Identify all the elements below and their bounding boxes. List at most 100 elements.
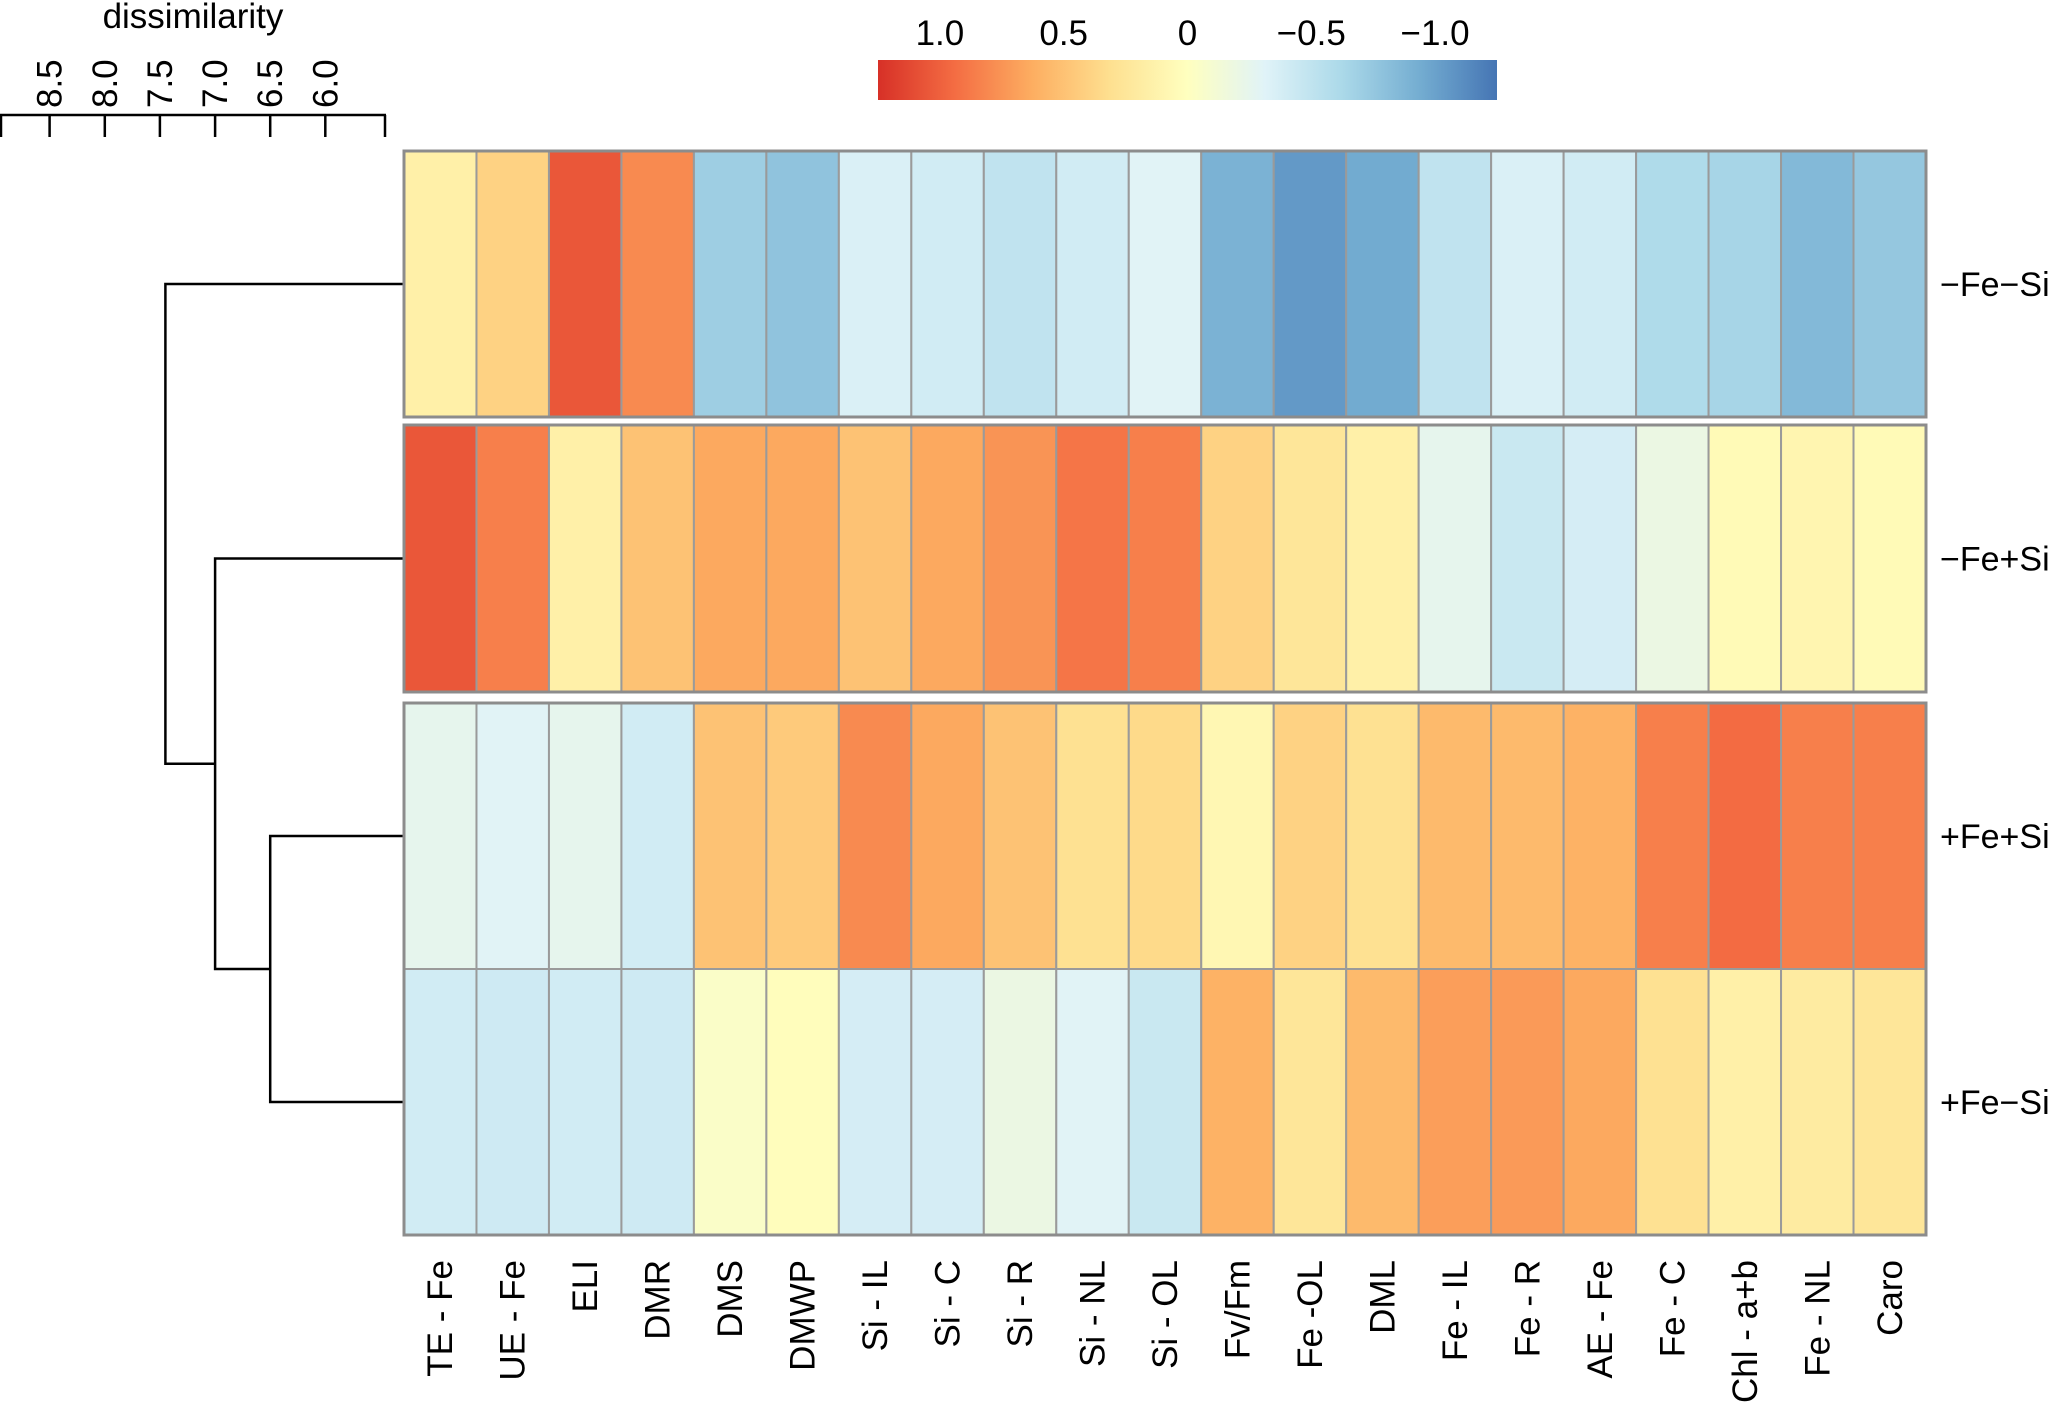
heatmap-cell <box>1562 702 1638 970</box>
heatmap-cell <box>403 150 478 418</box>
heatmap-cell <box>475 968 550 1236</box>
heatmap-cell <box>1272 150 1348 418</box>
heatmap-cell <box>1635 424 1710 693</box>
heatmap-cell <box>837 968 913 1236</box>
colorbar-tick-label: 0.5 <box>1039 14 1088 53</box>
heatmap-cell <box>1055 702 1130 970</box>
heatmap-cell <box>837 702 913 970</box>
row-label: −Fe+Si <box>1940 541 2050 579</box>
column-label: Chl - a+b <box>1726 1260 1765 1403</box>
heatmap-cell <box>1707 150 1783 418</box>
heatmap-cell <box>1490 424 1565 693</box>
column-label: Si - NL <box>1074 1260 1113 1367</box>
heatmap-cell <box>1780 150 1855 418</box>
heatmap-cell <box>910 968 985 1236</box>
colorbar-gradient <box>878 60 1497 100</box>
heatmap-cell <box>1345 702 1420 970</box>
column-label: Fe - C <box>1653 1260 1692 1357</box>
heatmap-cell <box>1345 424 1420 693</box>
heatmap-cell <box>1562 424 1638 693</box>
heatmap-cell <box>1707 424 1783 693</box>
column-label: Fe - R <box>1508 1260 1547 1357</box>
column-label: UE - Fe <box>494 1260 533 1381</box>
heatmap-cell <box>1417 424 1493 693</box>
heatmap-cell <box>1127 968 1203 1236</box>
heatmap-cell <box>1417 702 1493 970</box>
heatmap-cell <box>475 150 550 418</box>
dendrogram-axis: dissimilarity 8.5 8.0 7.5 7.0 6.5 6.0 <box>0 0 387 137</box>
heatmap-cell <box>692 424 768 693</box>
heatmap-cell <box>1272 968 1348 1236</box>
dendrogram-tick-label: 7.5 <box>141 59 180 108</box>
heatmap-blocks <box>402 149 1928 1237</box>
heatmap-cell <box>403 702 478 970</box>
colorbar-tick-label: −1.0 <box>1401 14 1470 53</box>
column-label: TE - Fe <box>421 1260 460 1377</box>
column-labels: TE - Fe UE - Fe ELI DMR DMS DMWP Si - IL Si - C… <box>421 1260 1910 1403</box>
dendrogram-tick-label: 6.5 <box>251 59 290 108</box>
heatmap-cell <box>765 702 840 970</box>
heatmap-block-border <box>402 149 1928 419</box>
heatmap-cell <box>547 702 623 970</box>
heatmap-cell <box>547 424 623 693</box>
heatmap-cell <box>620 702 695 970</box>
heatmap-cell <box>982 150 1058 418</box>
dendrogram-branch <box>268 834 404 1104</box>
heatmap-cell <box>475 702 550 970</box>
heatmap-cell <box>1852 702 1928 970</box>
heatmap-cell <box>1200 702 1275 970</box>
heatmap-cell <box>910 702 985 970</box>
row-labels: −Fe−Si −Fe+Si +Fe+Si +Fe−Si <box>1940 266 2050 1122</box>
column-label: ELI <box>566 1260 605 1313</box>
colorbar-tick-label: 0 <box>1178 14 1197 53</box>
column-label: Si - OL <box>1146 1260 1185 1369</box>
colorbar: 1.0 0.5 0 −0.5 −1.0 <box>878 14 1497 100</box>
heatmap-cell <box>1200 424 1275 693</box>
heatmap-block-border <box>402 423 1928 694</box>
heatmap-cell <box>620 968 695 1236</box>
heatmap-cell <box>692 702 768 970</box>
column-label: Si - R <box>1001 1260 1040 1348</box>
heatmap-cell <box>1127 702 1203 970</box>
heatmap-cell <box>692 968 768 1236</box>
heatmap-cell <box>1055 424 1130 693</box>
column-label: Fv/Fm <box>1219 1260 1258 1359</box>
dendrogram-tick-label: 7.0 <box>196 59 235 108</box>
dendrogram-tick-label: 6.0 <box>306 59 345 108</box>
row-label: +Fe−Si <box>1940 1084 2050 1122</box>
column-label: DMWP <box>784 1260 823 1371</box>
column-label: Fe - NL <box>1798 1260 1837 1377</box>
heatmap-cell <box>1417 150 1493 418</box>
column-label: AE - Fe <box>1581 1260 1620 1379</box>
heatmap-cell <box>837 424 913 693</box>
column-label: Fe - IL <box>1436 1260 1475 1361</box>
dendrogram-tree <box>164 282 404 1104</box>
heatmap-cell <box>1707 968 1783 1236</box>
heatmap-block-border <box>402 701 1928 1237</box>
heatmap-cell <box>910 424 985 693</box>
heatmap-cell <box>1200 150 1275 418</box>
heatmap-cell <box>403 424 478 693</box>
column-label: DMR <box>639 1260 678 1340</box>
row-label: +Fe+Si <box>1940 818 2050 856</box>
heatmap-cell <box>1780 702 1855 970</box>
dendrogram-branch <box>164 282 404 766</box>
heatmap-cell <box>1272 702 1348 970</box>
heatmap-cell <box>547 150 623 418</box>
column-label: Caro <box>1871 1260 1910 1336</box>
column-label: Si - IL <box>856 1260 895 1351</box>
heatmap-cell <box>982 424 1058 693</box>
heatmap-cell <box>1635 968 1710 1236</box>
heatmap-cell <box>910 150 985 418</box>
dendrogram-axis-title: dissimilarity <box>103 0 284 36</box>
heatmap-cell <box>475 424 550 693</box>
heatmap-cell <box>1417 968 1493 1236</box>
heatmap-cell <box>1345 150 1420 418</box>
heatmap-cell <box>692 150 768 418</box>
heatmap-cell <box>837 150 913 418</box>
heatmap-cell <box>1200 968 1275 1236</box>
heatmap-cell <box>547 968 623 1236</box>
heatmap-cell <box>1780 424 1855 693</box>
heatmap-cell <box>1852 150 1928 418</box>
